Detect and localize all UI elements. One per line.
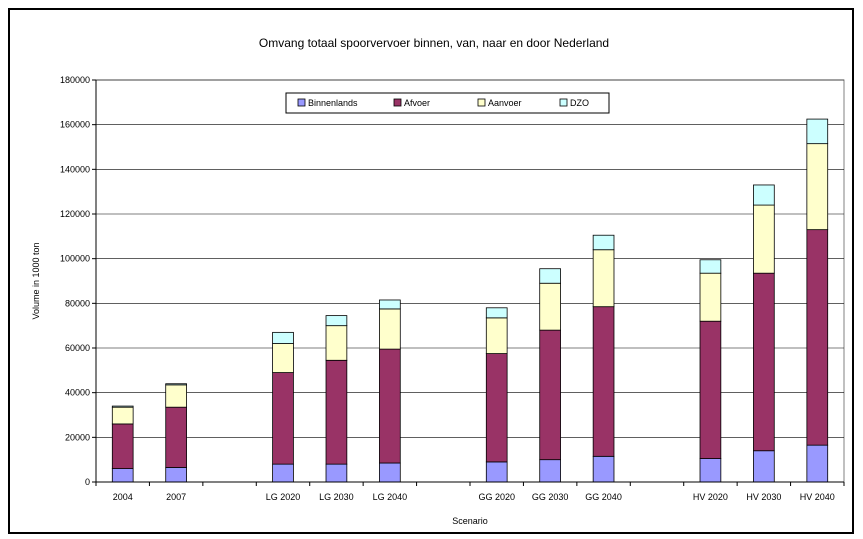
bar-segment-dzo <box>272 331 294 344</box>
x-tick-label: HV 2020 <box>693 492 728 502</box>
x-tick-label: LG 2020 <box>266 492 301 502</box>
bar-segment-afvoer <box>753 272 775 452</box>
x-tick-label: 2007 <box>166 492 186 502</box>
bar-segment-dzo <box>806 118 829 145</box>
x-tick-label: HV 2040 <box>800 492 835 502</box>
bar-segment-binnenlands <box>753 450 775 483</box>
legend-label-binnenlands: Binnenlands <box>308 98 358 108</box>
chart-title: Omvang totaal spoorvervoer binnen, van, … <box>259 36 609 50</box>
y-tick-label: 20000 <box>65 432 90 442</box>
bar-segment-aanvoer <box>485 317 508 354</box>
legend-swatch-binnenlands <box>297 98 306 107</box>
bar-segment-afvoer <box>539 329 561 461</box>
bar-segment-afvoer <box>272 372 294 465</box>
plot-area <box>95 79 845 483</box>
y-tick-label: 180000 <box>60 75 90 85</box>
bar-segment-binnenlands <box>539 459 561 483</box>
legend-box <box>285 92 610 114</box>
x-tick-label: LG 2030 <box>319 492 354 502</box>
x-tick-label: GG 2040 <box>585 492 622 502</box>
bar-segment-aanvoer <box>806 143 829 231</box>
y-tick-label: 100000 <box>60 254 90 264</box>
legend-label-dzo: DZO <box>570 98 589 108</box>
legend: Binnenlands Afvoer Aanvoer DZO <box>285 92 610 114</box>
bar-segment-binnenlands <box>165 467 187 483</box>
y-tick-label: 80000 <box>65 298 90 308</box>
legend-label-aanvoer: Aanvoer <box>488 98 522 108</box>
x-tick-label: 2004 <box>113 492 133 502</box>
bar-segment-dzo <box>539 268 561 284</box>
y-tick-label: 120000 <box>60 209 90 219</box>
bar-segment-afvoer <box>111 423 134 469</box>
bar-segment-dzo <box>325 315 348 327</box>
x-tick-label: HV 2030 <box>746 492 781 502</box>
bar-segment-dzo <box>165 383 187 386</box>
bar-segment-afvoer <box>485 353 508 463</box>
legend-swatch-dzo <box>559 98 568 107</box>
bar-segment-aanvoer <box>111 406 134 425</box>
bar-segment-binnenlands <box>325 463 348 483</box>
bar-segment-binnenlands <box>111 468 134 483</box>
legend-swatch-aanvoer <box>477 98 486 107</box>
bar-segment-binnenlands <box>272 463 294 483</box>
y-tick-label: 60000 <box>65 343 90 353</box>
bar-segment-binnenlands <box>485 461 508 483</box>
stacked-bar-chart: Omvang totaal spoorvervoer binnen, van, … <box>31 36 845 526</box>
bar-segment-aanvoer <box>165 384 187 408</box>
bar-segment-dzo <box>111 405 134 408</box>
bar-segment-afvoer <box>592 306 615 457</box>
bar-segment-afvoer <box>699 320 722 459</box>
y-tick-label: 0 <box>85 477 90 487</box>
x-axis-label: Scenario <box>452 516 488 526</box>
bar-segment-afvoer <box>325 359 348 465</box>
y-tick-label: 40000 <box>65 388 90 398</box>
x-tick-label: LG 2040 <box>373 492 408 502</box>
bar-segment-aanvoer <box>325 325 348 361</box>
bar-segment-aanvoer <box>699 272 722 322</box>
y-tick-label: 140000 <box>60 164 90 174</box>
bar-segment-afvoer <box>806 229 829 446</box>
bar-segment-binnenlands <box>806 444 829 483</box>
bar-segment-afvoer <box>165 406 187 468</box>
bar-segment-dzo <box>485 307 508 319</box>
bar-segment-binnenlands <box>699 458 722 483</box>
bar-segment-aanvoer <box>592 249 615 308</box>
bar-segment-dzo <box>592 234 615 251</box>
bar-segment-aanvoer <box>539 282 561 331</box>
bar-segment-binnenlands <box>379 462 401 483</box>
y-tick-label: 160000 <box>60 120 90 130</box>
y-axis-label: Volume in 1000 ton <box>31 242 41 319</box>
bar-segment-aanvoer <box>379 308 401 350</box>
bar-segment-aanvoer <box>272 343 294 373</box>
bar-segment-binnenlands <box>592 455 615 483</box>
bar-segment-afvoer <box>379 348 401 464</box>
x-tick-label: GG 2030 <box>532 492 569 502</box>
x-tick-label: GG 2020 <box>478 492 515 502</box>
chart-frame: Omvang totaal spoorvervoer binnen, van, … <box>8 8 854 534</box>
legend-swatch-afvoer <box>393 98 402 107</box>
bar-segment-dzo <box>699 259 722 274</box>
bar-segment-dzo <box>753 184 775 206</box>
bar-segment-aanvoer <box>753 204 775 274</box>
bar-segment-dzo <box>379 299 401 310</box>
legend-label-afvoer: Afvoer <box>404 98 430 108</box>
